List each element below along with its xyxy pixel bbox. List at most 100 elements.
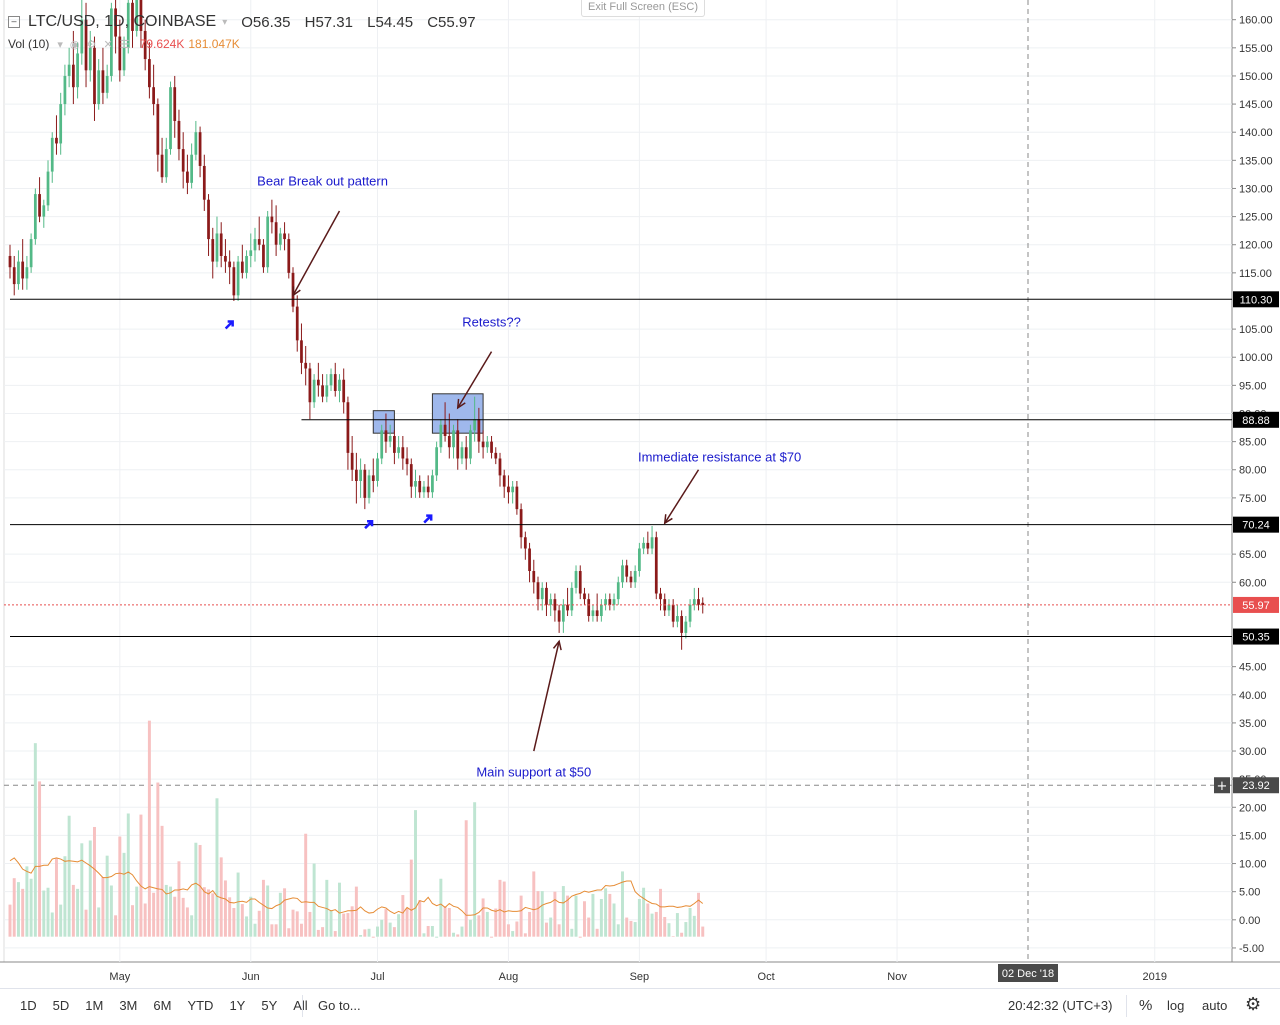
volume-bar: [464, 820, 468, 937]
range-button-5d[interactable]: 5D: [52, 998, 70, 1013]
price-tick-label: 125.00: [1239, 212, 1273, 224]
volume-bar: [587, 917, 591, 937]
range-button-1y[interactable]: 1Y: [229, 998, 246, 1013]
range-button-3m[interactable]: 3M: [119, 998, 138, 1013]
auto-scale-button[interactable]: auto: [1202, 998, 1228, 1013]
volume-ma-value: 181.047K: [188, 37, 240, 51]
candle-body: [676, 616, 679, 622]
candle-body: [443, 424, 447, 436]
volume-bar: [460, 926, 464, 937]
candle-body: [152, 87, 155, 105]
candle-body: [638, 548, 641, 572]
volume-bar: [173, 896, 177, 937]
range-button-5y[interactable]: 5Y: [261, 998, 278, 1013]
candle-body: [363, 469, 367, 498]
blue-arrow-icon: [224, 321, 233, 330]
volume-bar: [490, 936, 494, 938]
candle-body: [105, 75, 109, 93]
volume-bar: [371, 936, 375, 938]
volume-bar: [523, 933, 527, 937]
volume-bar: [97, 907, 101, 937]
volume-bar: [38, 781, 42, 937]
range-button-all[interactable]: All: [293, 998, 308, 1013]
volume-bar: [625, 917, 629, 937]
volume-bar: [697, 892, 701, 937]
volume-bar: [156, 782, 160, 937]
volume-bar: [532, 871, 536, 937]
volume-bar: [621, 871, 624, 937]
volume-bar: [185, 907, 189, 937]
price-level-label-box: [1233, 516, 1279, 533]
volume-bar: [63, 856, 67, 937]
volume-bar: [143, 903, 147, 937]
gear-icon[interactable]: ⚙: [1245, 994, 1262, 1014]
percent-scale-button[interactable]: %: [1139, 997, 1153, 1014]
candle-body: [447, 435, 451, 448]
volume-bar: [608, 893, 612, 937]
close-value: C55.97: [427, 13, 476, 31]
blue-arrow-icon: [227, 320, 234, 327]
candle-body: [397, 447, 400, 453]
volume-bar: [93, 826, 96, 937]
range-button-1m[interactable]: 1M: [85, 998, 104, 1013]
candle-body: [409, 464, 413, 487]
volume-bar: [582, 901, 586, 937]
volume-bar: [181, 897, 185, 937]
volume-bar: [253, 923, 257, 937]
volume-label[interactable]: Vol (10): [8, 37, 50, 51]
candle-body: [224, 255, 227, 262]
candle-body: [523, 537, 527, 549]
volume-bar: [207, 889, 211, 937]
blue-arrow-icon: [426, 514, 433, 521]
symbol-label[interactable]: LTC/USD, 1D, COINBASE: [28, 13, 217, 30]
candle-body: [355, 469, 358, 481]
time-tick-label: Nov: [887, 971, 907, 983]
clock-readout[interactable]: 20:42:32 (UTC+3): [1008, 998, 1113, 1013]
exit-fullscreen-button[interactable]: Exit Full Screen (ESC): [581, 0, 705, 17]
candle-body: [650, 537, 654, 549]
candle-body: [435, 447, 439, 476]
candle-body: [625, 565, 629, 577]
candle-body: [278, 233, 282, 245]
annotation-arrow: [664, 469, 700, 524]
goto-button[interactable]: Go to...: [318, 998, 361, 1013]
log-scale-button[interactable]: log: [1167, 998, 1185, 1013]
volume-bar: [498, 879, 502, 937]
price-tick-label: -5.00: [1239, 943, 1264, 955]
candle-body: [439, 424, 443, 448]
volume-bar: [304, 833, 308, 937]
candle-body: [84, 19, 88, 71]
chart-canvas[interactable]: Bear Break out pattern Retests?? Immediate…: [0, 0, 1280, 988]
candle-body: [545, 587, 548, 605]
volume-bar: [384, 909, 388, 937]
volume-bar: [219, 857, 223, 937]
volume-bar: [574, 895, 578, 937]
indicator-tools-icon[interactable]: ▾ ◉ ⚙ ✕ ☰: [57, 38, 132, 51]
range-button-ytd[interactable]: YTD: [187, 998, 214, 1013]
annotation-text: Main support at $50: [476, 764, 591, 779]
volume-bar: [667, 923, 671, 937]
volume-bar: [135, 886, 139, 937]
volume-bar: [659, 888, 662, 937]
volume-bar: [152, 892, 156, 937]
volume-bar: [240, 904, 244, 937]
candle-body: [266, 216, 270, 268]
candle-body: [202, 165, 206, 200]
volume-bar: [692, 915, 696, 937]
crosshair-label-box: [1233, 777, 1279, 794]
candle-body: [536, 582, 540, 600]
candle-body: [17, 261, 20, 285]
candle-body: [697, 599, 700, 605]
volume-bar: [71, 884, 75, 937]
range-button-1d[interactable]: 1D: [20, 998, 37, 1013]
collapse-icon[interactable]: –: [8, 16, 20, 28]
date-cursor-label-box: [998, 964, 1058, 982]
price-tick-label: 35.00: [1239, 718, 1267, 730]
dropdown-caret-icon[interactable]: ▾: [222, 16, 228, 28]
candle-body: [71, 64, 75, 88]
volume-bar: [684, 922, 688, 937]
price-tick-label: 85.00: [1239, 437, 1267, 449]
range-button-6m[interactable]: 6M: [153, 998, 172, 1013]
candle-body: [481, 441, 485, 448]
candle-body: [604, 599, 607, 605]
